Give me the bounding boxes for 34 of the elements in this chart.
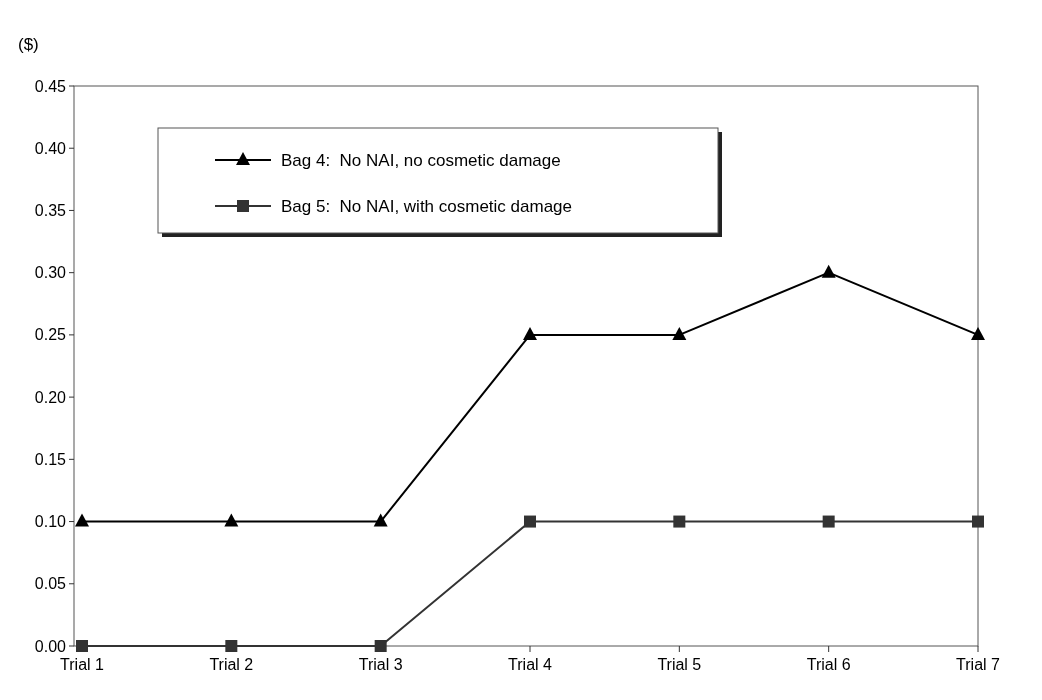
x-tick-label: Trial 1 — [60, 656, 105, 673]
point — [373, 513, 388, 527]
y-tick-label: 0.30 — [34, 264, 67, 282]
x-tick-label: Trial 7 — [956, 656, 1001, 673]
point — [374, 640, 387, 652]
point — [76, 640, 88, 652]
point — [524, 515, 536, 528]
x-tick-label: Trial 2 — [209, 656, 254, 673]
y-tick-label: 0.15 — [34, 450, 67, 468]
y-tick-label: 0.40 — [34, 139, 67, 157]
x-tick-label: Trial 4 — [508, 656, 553, 673]
x-tick-label: Trial 3 — [358, 656, 403, 673]
point — [75, 513, 89, 527]
y-tick-label: 0.05 — [34, 575, 67, 593]
y-tick-label: 0.00 — [34, 637, 67, 655]
y-axis-title: ($) — [18, 35, 39, 54]
point — [972, 515, 984, 528]
legend-label: Bag 4: No NAI, no cosmetic damage — [281, 150, 561, 170]
y-tick-label: 0.10 — [34, 513, 67, 531]
point — [821, 264, 836, 278]
x-tick-label: Trial 6 — [806, 656, 851, 673]
y-tick-label: 0.20 — [34, 388, 67, 406]
point — [672, 326, 687, 340]
y-tick-label: 0.35 — [34, 202, 67, 220]
x-tick-label: Trial 5 — [657, 656, 702, 673]
y-tick-label: 0.25 — [34, 326, 67, 344]
legend-label: Bag 5: No NAI, with cosmetic damage — [281, 196, 573, 216]
point — [224, 513, 239, 527]
point — [225, 640, 238, 652]
point — [971, 326, 985, 340]
point — [822, 515, 835, 528]
y-tick-label: 0.45 — [34, 77, 67, 95]
point — [523, 326, 537, 340]
point — [673, 515, 686, 528]
